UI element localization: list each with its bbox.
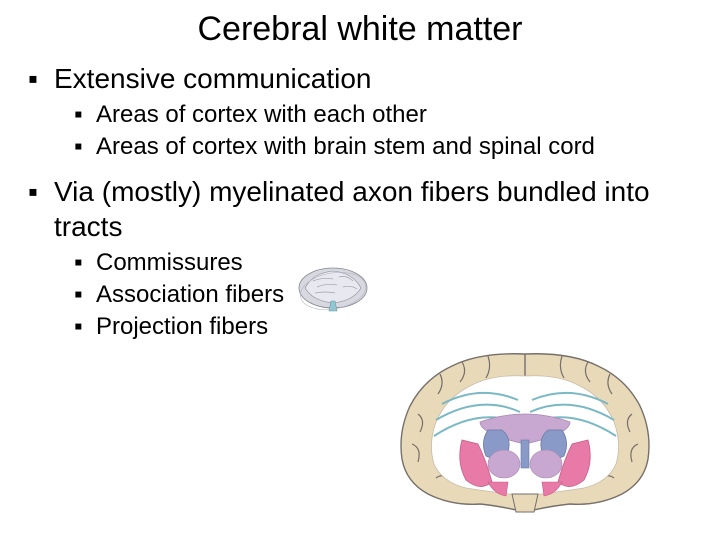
bullet-text: Projection fibers: [96, 312, 268, 342]
bullet-lvl2: ▪ Areas of cortex with brain stem and sp…: [74, 132, 700, 162]
bullet-text: Association fibers: [96, 280, 284, 310]
bullet-text: Extensive communication: [54, 61, 371, 96]
square-bullet-icon: ▪: [74, 100, 96, 130]
bullet-text: Via (mostly) myelinated axon fibers bund…: [54, 174, 700, 244]
bullet-text: Areas of cortex with each other: [96, 100, 427, 130]
square-bullet-icon: ▪: [74, 312, 96, 342]
square-bullet-icon: ▪: [28, 174, 54, 244]
bullet-lvl1: ▪ Extensive communication: [28, 61, 700, 96]
bullet-lvl2: ▪ Areas of cortex with each other: [74, 100, 700, 130]
brain-coronal-diagram: [380, 344, 670, 516]
square-bullet-icon: ▪: [74, 248, 96, 278]
brain-3d-icon: [293, 263, 373, 318]
bullet-lvl2: ▪ Commissures: [74, 248, 700, 278]
square-bullet-icon: ▪: [74, 132, 96, 162]
slide-title: Cerebral white matter: [0, 0, 720, 61]
square-bullet-icon: ▪: [28, 61, 54, 96]
bullet-lvl1: ▪ Via (mostly) myelinated axon fibers bu…: [28, 174, 700, 244]
bullet-lvl2: ▪ Association fibers: [74, 280, 700, 310]
bullet-text: Areas of cortex with brain stem and spin…: [96, 132, 595, 162]
bullet-lvl2: ▪ Projection fibers: [74, 312, 700, 342]
square-bullet-icon: ▪: [74, 280, 96, 310]
bullet-text: Commissures: [96, 248, 243, 278]
